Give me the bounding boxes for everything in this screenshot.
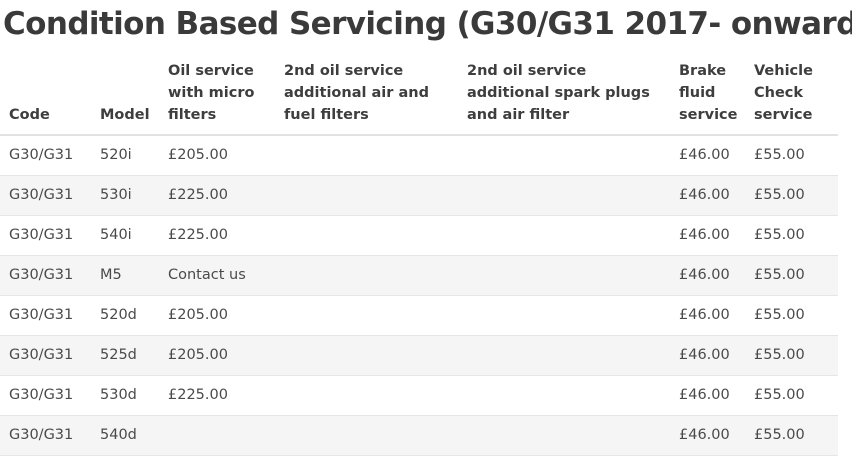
table-header-row: Code Model Oil service with micro filter… <box>0 58 838 136</box>
table-row: G30/G31 520d £205.00 £46.00 £55.00 <box>0 295 838 336</box>
cell-model: M5 <box>91 255 159 296</box>
pricing-table: Code Model Oil service with micro filter… <box>0 58 838 456</box>
cell-oil-service: £205.00 <box>159 335 275 376</box>
cell-vehicle-check: £55.00 <box>745 135 838 176</box>
header-model: Model <box>91 58 159 136</box>
cell-second-oil-air-fuel <box>275 295 458 336</box>
header-code: Code <box>0 58 91 136</box>
cell-oil-service: £225.00 <box>159 215 275 256</box>
cell-model: 540i <box>91 215 159 256</box>
cell-model: 520d <box>91 295 159 336</box>
cell-code: G30/G31 <box>0 335 91 376</box>
page-title: Condition Based Servicing (G30/G31 2017-… <box>3 6 852 42</box>
header-second-oil-spark-plugs: 2nd oil service additional spark plugs a… <box>458 58 670 136</box>
cell-second-oil-spark-plugs <box>458 255 670 296</box>
cell-second-oil-spark-plugs <box>458 415 670 456</box>
cell-second-oil-spark-plugs <box>458 175 670 216</box>
cell-code: G30/G31 <box>0 255 91 296</box>
cell-vehicle-check: £55.00 <box>745 375 838 416</box>
cell-second-oil-spark-plugs <box>458 335 670 376</box>
cell-second-oil-air-fuel <box>275 375 458 416</box>
header-second-oil-air-fuel: 2nd oil service additional air and fuel … <box>275 58 458 136</box>
cell-code: G30/G31 <box>0 135 91 176</box>
table-row: G30/G31 520i £205.00 £46.00 £55.00 <box>0 135 838 176</box>
cell-second-oil-air-fuel <box>275 215 458 256</box>
cell-brake-fluid: £46.00 <box>670 375 745 416</box>
table-row: G30/G31 530d £225.00 £46.00 £55.00 <box>0 375 838 416</box>
table-row: G30/G31 M5 Contact us £46.00 £55.00 <box>0 255 838 296</box>
cell-brake-fluid: £46.00 <box>670 215 745 256</box>
cell-brake-fluid: £46.00 <box>670 335 745 376</box>
cell-vehicle-check: £55.00 <box>745 215 838 256</box>
cell-vehicle-check: £55.00 <box>745 295 838 336</box>
cell-second-oil-air-fuel <box>275 335 458 376</box>
cell-vehicle-check: £55.00 <box>745 255 838 296</box>
cell-code: G30/G31 <box>0 415 91 456</box>
cell-oil-service: Contact us <box>159 255 275 296</box>
header-brake-fluid: Brake fluid service <box>670 58 745 136</box>
cell-code: G30/G31 <box>0 295 91 336</box>
cell-second-oil-spark-plugs <box>458 375 670 416</box>
header-vehicle-check: Vehicle Check service <box>745 58 838 136</box>
cell-model: 530d <box>91 375 159 416</box>
cell-second-oil-air-fuel <box>275 175 458 216</box>
table-row: G30/G31 530i £225.00 £46.00 £55.00 <box>0 175 838 216</box>
cell-code: G30/G31 <box>0 215 91 256</box>
cell-oil-service: £225.00 <box>159 175 275 216</box>
cell-vehicle-check: £55.00 <box>745 415 838 456</box>
table-row: G30/G31 540i £225.00 £46.00 £55.00 <box>0 215 838 256</box>
cell-vehicle-check: £55.00 <box>745 335 838 376</box>
cell-brake-fluid: £46.00 <box>670 255 745 296</box>
cell-model: 530i <box>91 175 159 216</box>
cell-brake-fluid: £46.00 <box>670 415 745 456</box>
cell-model: 520i <box>91 135 159 176</box>
cell-model: 540d <box>91 415 159 456</box>
cell-oil-service: £225.00 <box>159 375 275 416</box>
cell-oil-service: £205.00 <box>159 135 275 176</box>
cell-oil-service <box>159 415 275 456</box>
cell-brake-fluid: £46.00 <box>670 135 745 176</box>
cell-second-oil-spark-plugs <box>458 215 670 256</box>
table-row: G30/G31 525d £205.00 £46.00 £55.00 <box>0 335 838 376</box>
cell-second-oil-air-fuel <box>275 135 458 176</box>
header-oil-service: Oil service with micro filters <box>159 58 275 136</box>
cell-second-oil-spark-plugs <box>458 135 670 176</box>
cell-vehicle-check: £55.00 <box>745 175 838 216</box>
cell-brake-fluid: £46.00 <box>670 175 745 216</box>
cell-brake-fluid: £46.00 <box>670 295 745 336</box>
cell-second-oil-air-fuel <box>275 415 458 456</box>
cell-oil-service: £205.00 <box>159 295 275 336</box>
cell-code: G30/G31 <box>0 375 91 416</box>
cell-second-oil-air-fuel <box>275 255 458 296</box>
cell-code: G30/G31 <box>0 175 91 216</box>
cell-second-oil-spark-plugs <box>458 295 670 336</box>
cell-model: 525d <box>91 335 159 376</box>
table-row: G30/G31 540d £46.00 £55.00 <box>0 415 838 456</box>
